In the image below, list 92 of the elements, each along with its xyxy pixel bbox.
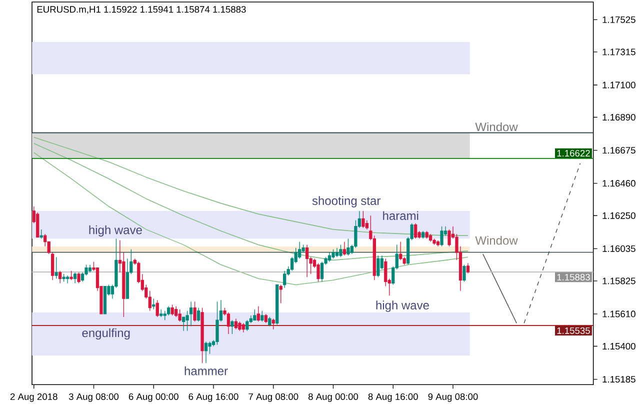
candlestick (196, 307, 200, 322)
x-tick-label: 2 Aug 2018 (10, 393, 58, 402)
candlestick (58, 270, 62, 284)
candlestick (253, 309, 256, 320)
y-tick-label: 1.16675 (602, 147, 636, 154)
annotation: harami (383, 211, 418, 220)
candlestick (362, 210, 365, 228)
candlestick (346, 238, 350, 256)
candlestick (342, 241, 346, 256)
candlestick (264, 314, 268, 324)
candlestick (260, 310, 264, 322)
candlestick (328, 252, 332, 262)
candlestick (238, 321, 242, 332)
x-tick-label: 7 Aug 08:00 (248, 393, 298, 402)
annotation: high wave (376, 300, 429, 312)
candlestick (88, 264, 92, 273)
candlestick (256, 306, 260, 322)
ref-line-label: 1.15535 (557, 327, 590, 334)
candlestick (189, 301, 193, 327)
candlestick (414, 222, 418, 239)
candlestick (305, 244, 309, 278)
candlestick (339, 244, 342, 258)
candlestick (276, 284, 279, 326)
line-series (33, 142, 468, 261)
x-tick-label: 9 Aug 08:00 (428, 393, 478, 402)
candlestick (425, 230, 428, 239)
candlestick (62, 274, 66, 282)
candlestick (163, 310, 166, 320)
candlestick (448, 229, 451, 247)
candlestick (399, 241, 402, 261)
x-tick-label: 6 Aug 00:00 (128, 393, 178, 402)
candlestick (440, 226, 444, 247)
candlestick (234, 318, 238, 330)
y-tick-label: 1.16890 (602, 114, 636, 121)
candlestick (466, 262, 470, 274)
band-label: Window (475, 122, 518, 132)
y-tick-label: 1.16250 (602, 212, 636, 219)
candlestick (178, 309, 182, 322)
candlestick (320, 261, 324, 282)
candlestick (216, 301, 219, 346)
annotation: high wave (89, 225, 142, 237)
y-tick-label: 1.15825 (602, 278, 636, 284)
band-label: Window (475, 236, 518, 245)
candlestick (246, 320, 249, 332)
candlestick (230, 320, 234, 334)
ref-line-label: 1.16622 (557, 150, 590, 157)
candlestick (204, 341, 208, 364)
annotation: shooting star (312, 196, 380, 208)
candlestick (298, 241, 302, 259)
y-tick-label: 1.17525 (602, 16, 636, 23)
candlestick (51, 252, 54, 280)
candlestick (193, 301, 196, 322)
candlestick (428, 234, 432, 242)
ref-line-label: 1.15883 (557, 274, 590, 280)
y-tick-label: 1.15400 (602, 342, 636, 350)
y-tick-label: 1.16460 (602, 180, 636, 187)
chart-title: EURUSD.m,H1 1.15922 1.15941 1.15874 1.15883 (37, 6, 246, 14)
candlestick (77, 272, 80, 284)
candlestick (156, 300, 159, 318)
candlestick (174, 306, 178, 318)
x-tick-label: 3 Aug 08:00 (68, 393, 119, 402)
candlestick (226, 312, 230, 334)
candlestick (268, 316, 272, 327)
y-tick-label: 1.15185 (602, 376, 636, 383)
annotation: engulfing (82, 328, 130, 340)
candlestick (316, 262, 320, 282)
candlestick (66, 275, 70, 284)
candlestick (170, 304, 174, 316)
y-tick-label: 1.16035 (602, 245, 636, 252)
annotation: hammer (184, 366, 228, 376)
candlestick (160, 309, 163, 318)
candlestick (335, 248, 339, 258)
x-tick-label: 6 Aug 16:00 (188, 393, 238, 402)
y-tick-label: 1.15610 (602, 310, 636, 318)
x-tick-label: 8 Aug 16:00 (368, 393, 418, 402)
candlestick (73, 272, 77, 284)
candlestick (436, 240, 440, 247)
y-tick-label: 1.17315 (602, 48, 636, 56)
candlestick (376, 255, 380, 278)
candlestick (200, 307, 204, 364)
candlestick (242, 322, 246, 333)
candlestick (462, 264, 466, 282)
y-tick-label: 1.17100 (602, 82, 636, 88)
line-series (33, 152, 468, 286)
x-tick-label: 8 Aug 00:00 (308, 393, 358, 402)
candlestick (421, 230, 425, 239)
candlestick (432, 238, 436, 246)
candlestick (283, 270, 286, 288)
candlestick (103, 286, 107, 314)
candlestick (332, 249, 335, 259)
candlestick (167, 306, 170, 316)
candlestick (70, 270, 73, 280)
